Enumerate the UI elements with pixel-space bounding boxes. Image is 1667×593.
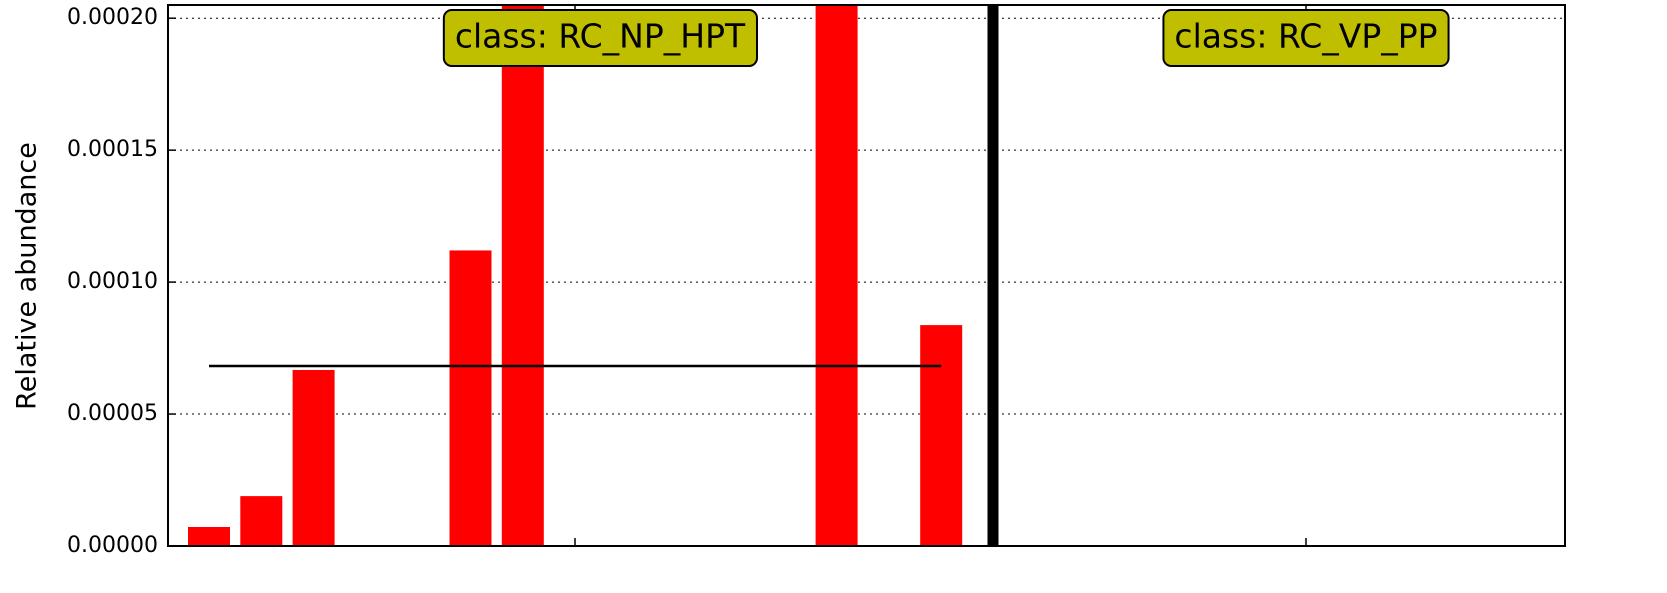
plot-area xyxy=(188,5,963,546)
bar xyxy=(292,369,335,546)
class-label: class: RC_VP_PP xyxy=(1174,17,1437,56)
y-axis-label: Relative abundance xyxy=(12,142,43,410)
bar xyxy=(188,526,230,546)
y-tick-label: 0.00005 xyxy=(67,401,158,426)
class-label-box xyxy=(1162,9,1450,67)
bar xyxy=(815,5,858,546)
bar xyxy=(449,250,492,546)
axes-frame xyxy=(167,4,1566,547)
y-tick-label: 0.00020 xyxy=(67,5,158,30)
class-label: class: RC_NP_HPT xyxy=(455,17,746,56)
grid xyxy=(168,17,1565,547)
bar xyxy=(920,325,963,546)
y-tick-label: 0.00010 xyxy=(67,269,158,294)
y-tick-label: 0.00000 xyxy=(67,533,158,558)
bar xyxy=(240,496,283,546)
bar xyxy=(501,5,544,546)
y-tick-label: 0.00015 xyxy=(67,137,158,162)
class-label-box xyxy=(442,9,758,67)
